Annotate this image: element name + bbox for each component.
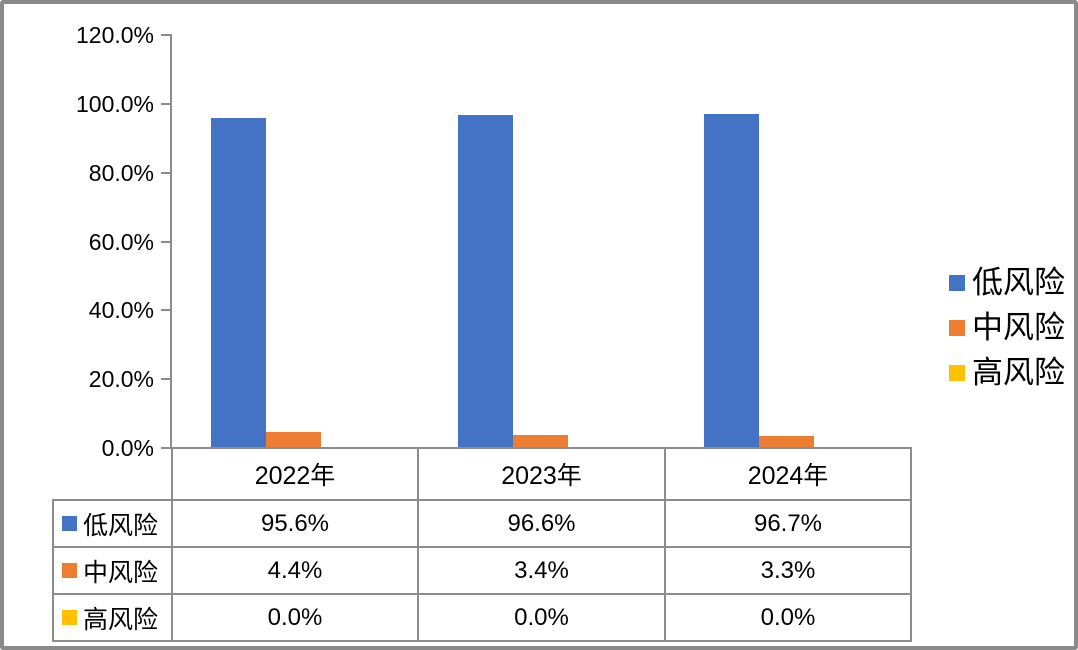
bar-series1-cat1 xyxy=(512,435,568,447)
legend-item: 低风险 xyxy=(949,266,1065,300)
bar-series1-cat0 xyxy=(265,431,321,447)
y-axis-tick-label: 120.0% xyxy=(75,22,154,48)
table-header-row: 2022年 2023年 2024年 xyxy=(53,447,912,501)
bar-series0-cat0 xyxy=(210,117,266,447)
value-cell: 4.4% xyxy=(171,546,419,595)
series-swatch-icon xyxy=(62,516,77,531)
table-row: 中风险 4.4% 3.4% 3.3% xyxy=(52,546,912,595)
value-cell: 3.4% xyxy=(417,546,666,595)
table-row: 高风险 0.0% 0.0% 0.0% xyxy=(52,593,912,642)
data-table-holder: 2022年 2023年 2024年低风险 95.6% 96.6% 96.7% 中风险 4.4%… xyxy=(52,447,912,642)
legend-label: 低风险 xyxy=(972,265,1065,300)
legend-item: 中风险 xyxy=(949,311,1065,345)
category-header-cell: 2022年 xyxy=(171,447,419,501)
series-name: 高风险 xyxy=(83,605,159,634)
y-axis-line xyxy=(170,34,172,449)
value-cell: 0.0% xyxy=(664,593,912,642)
bar-series1-cat2 xyxy=(759,435,815,447)
y-axis-tick-label: 60.0% xyxy=(88,228,154,255)
series-label-cell: 高风险 xyxy=(52,593,173,642)
y-axis-tick-label: 100.0% xyxy=(75,90,154,117)
series-swatch-icon xyxy=(62,610,77,625)
value-cell: 96.6% xyxy=(417,499,666,548)
value-cell: 96.7% xyxy=(664,499,912,548)
chart-canvas: 0.0% 20.0% 40.0% 60.0% 80.0% 100.0% 120.0% 202… xyxy=(4,4,1074,646)
value-cell: 0.0% xyxy=(417,593,666,642)
legend-item: 高风险 xyxy=(949,356,1065,390)
y-axis-tick-mark xyxy=(161,171,170,174)
legend-label: 中风险 xyxy=(972,310,1065,345)
series-name: 低风险 xyxy=(83,511,159,540)
y-axis-tick-label: 20.0% xyxy=(88,366,154,393)
y-axis-tick-label: 0.0% xyxy=(101,435,154,461)
series-label-cell: 低风险 xyxy=(52,499,173,548)
value-cell: 95.6% xyxy=(171,499,419,548)
value-cell: 0.0% xyxy=(171,593,419,642)
series-name: 中风险 xyxy=(83,558,159,587)
y-axis-tick-label: 80.0% xyxy=(88,159,154,186)
table-corner-cell xyxy=(53,448,172,500)
y-axis-tick-mark xyxy=(161,102,170,105)
legend-swatch-icon xyxy=(949,320,965,336)
series-swatch-icon xyxy=(62,563,77,578)
legend-label: 高风险 xyxy=(972,355,1065,390)
y-axis-tick-label: 40.0% xyxy=(88,297,154,324)
y-axis-tick-mark xyxy=(161,447,170,449)
y-axis-tick-mark xyxy=(161,378,170,381)
y-axis-tick-mark xyxy=(161,240,170,243)
value-cell: 3.3% xyxy=(664,546,912,595)
bar-series0-cat2 xyxy=(704,114,760,447)
y-axis-tick-mark xyxy=(161,34,170,36)
bar-series0-cat1 xyxy=(457,114,513,447)
category-header-cell: 2024年 xyxy=(664,447,912,501)
legend-swatch-icon xyxy=(949,275,965,291)
data-table: 2022年 2023年 2024年低风险 95.6% 96.6% 96.7% 中风险 4.4%… xyxy=(52,447,912,642)
category-header-cell: 2023年 xyxy=(417,447,666,501)
table-row: 低风险 95.6% 96.6% 96.7% xyxy=(52,499,912,548)
y-axis-tick-mark xyxy=(161,309,170,312)
legend-swatch-icon xyxy=(949,365,965,381)
series-label-cell: 中风险 xyxy=(52,546,173,595)
